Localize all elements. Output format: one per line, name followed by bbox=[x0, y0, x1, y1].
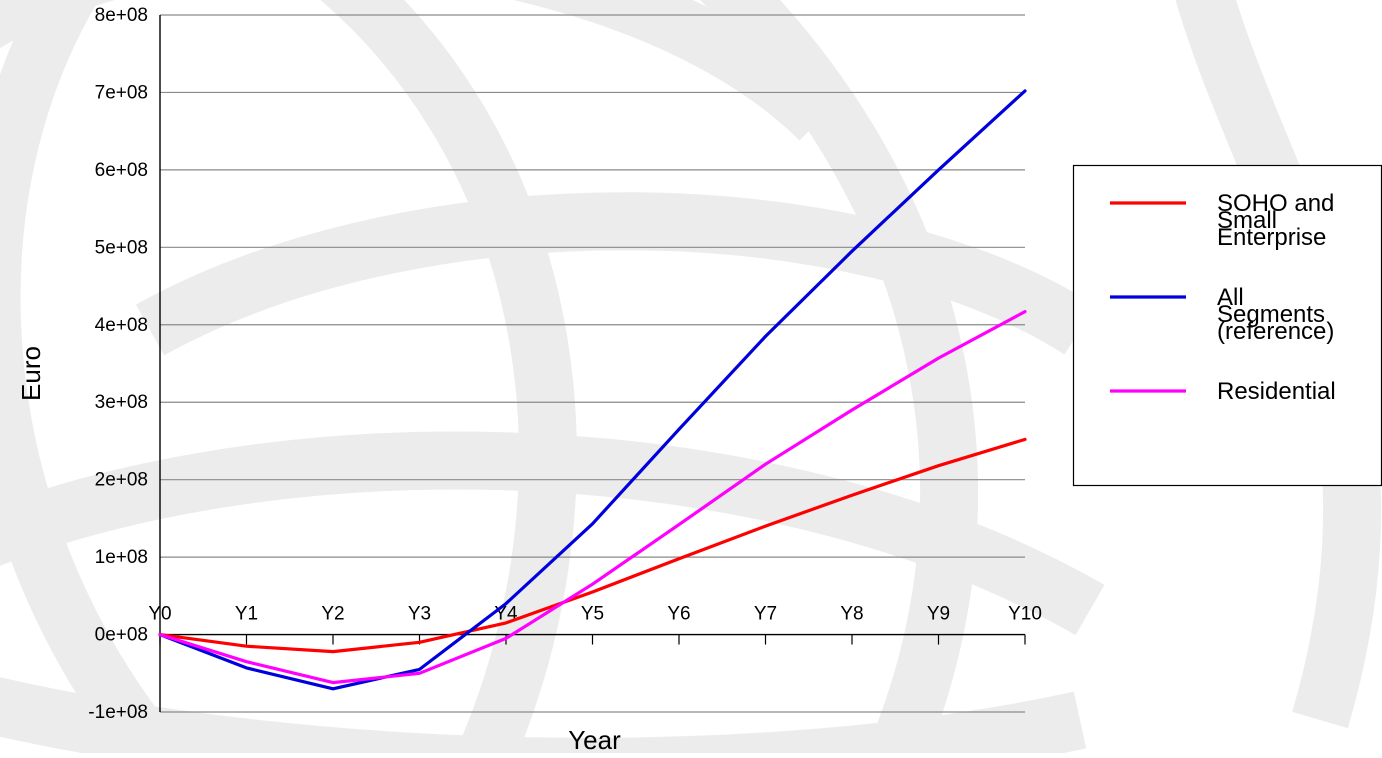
series-line bbox=[158, 310, 1027, 685]
y-tick-label: 3e+08 bbox=[95, 392, 148, 413]
legend-box bbox=[1072, 164, 1382, 487]
legend-label: (reference) bbox=[1217, 318, 1334, 345]
gridlines bbox=[160, 14, 1025, 713]
axes: -1e+08 0e+08 1e+08 2e+08 3e+08 4e+08 5e+08 6e+0… bbox=[16, 5, 1042, 755]
y-axis-title: Euro bbox=[16, 346, 46, 401]
x-tick-label: Y3 bbox=[408, 604, 431, 625]
y-tick-label: 5e+08 bbox=[95, 237, 148, 258]
x-tick-label: Y5 bbox=[581, 604, 604, 625]
x-tick-label: Y9 bbox=[927, 604, 950, 625]
x-tick-label: Y10 bbox=[1008, 604, 1042, 625]
series-line bbox=[158, 437, 1027, 654]
y-tick-label: 2e+08 bbox=[95, 470, 148, 491]
y-tick-label: 7e+08 bbox=[95, 82, 148, 103]
legend-label: SOHO and bbox=[1217, 190, 1334, 217]
legend-label: All bbox=[1217, 284, 1244, 311]
y-tick-label: 4e+08 bbox=[95, 315, 148, 336]
x-tick-label: Y2 bbox=[321, 604, 344, 625]
series-line bbox=[158, 89, 1027, 691]
legend-label: Segments bbox=[1217, 301, 1325, 328]
x-tick-label: Y8 bbox=[840, 604, 863, 625]
x-tick-label: Y1 bbox=[235, 604, 258, 625]
y-tick-label: 0e+08 bbox=[95, 625, 148, 646]
y-tick-label: 8e+08 bbox=[95, 5, 148, 26]
y-tick-label: 6e+08 bbox=[95, 160, 148, 181]
legend-label: Enterprise bbox=[1217, 224, 1326, 251]
x-tick-label: Y0 bbox=[148, 604, 171, 625]
x-axis-title: Year bbox=[568, 725, 621, 753]
y-tick-label: 1e+08 bbox=[95, 547, 148, 568]
legend-label: Residential bbox=[1217, 378, 1336, 405]
series-lines bbox=[158, 89, 1027, 691]
x-tick-label: Y6 bbox=[667, 604, 690, 625]
x-tick-label: Y7 bbox=[754, 604, 777, 625]
y-tick-label: -1e+08 bbox=[88, 702, 148, 723]
legend-label: Small bbox=[1217, 207, 1277, 234]
